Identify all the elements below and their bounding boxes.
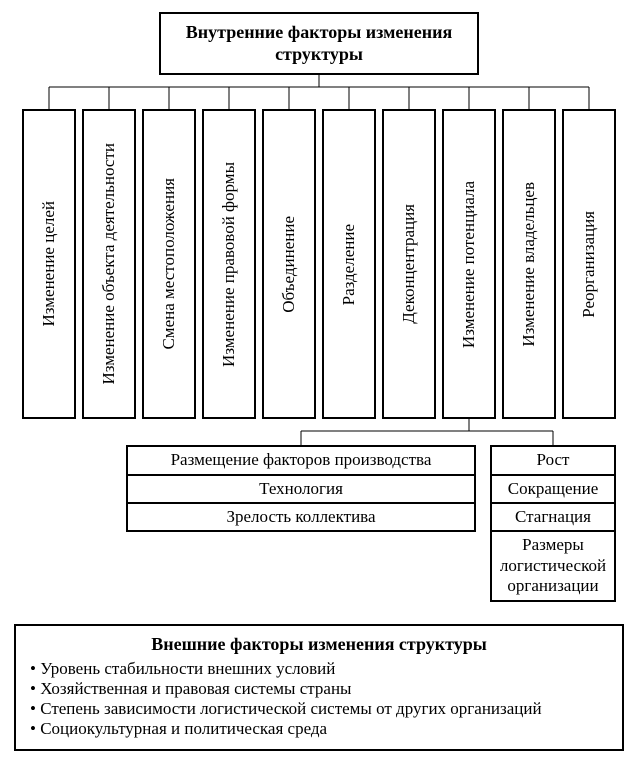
factor-label: Разделение bbox=[339, 218, 359, 311]
factor-box: Изменение правовой формы bbox=[202, 109, 256, 419]
factor-box: Смена местоположения bbox=[142, 109, 196, 419]
growth-stack: РостСокращениеСтагнацияРазмеры логистиче… bbox=[490, 445, 616, 601]
sub-row: Размещение факторов производстваТехнолог… bbox=[22, 445, 616, 601]
factor-box: Изменение владельцев bbox=[502, 109, 556, 419]
growth-cell: Рост bbox=[490, 445, 616, 475]
factor-box: Объединение bbox=[262, 109, 316, 419]
external-title: Внешние факторы изменения структуры bbox=[30, 634, 608, 655]
factor-box: Изменение объекта деятельности bbox=[82, 109, 136, 419]
external-item: Хозяйственная и правовая системы страны bbox=[30, 679, 608, 699]
factor-label: Деконцентрация bbox=[399, 198, 419, 330]
factor-box: Разделение bbox=[322, 109, 376, 419]
factor-box: Реорганизация bbox=[562, 109, 616, 419]
potential-cell: Технология bbox=[126, 476, 476, 504]
root-title: Внутренние факторы изменения структуры bbox=[159, 12, 479, 75]
factor-label: Изменение целей bbox=[39, 195, 59, 332]
external-item: Уровень стабильности внешних условий bbox=[30, 659, 608, 679]
growth-cell: Размеры логистической организации bbox=[490, 532, 616, 601]
factor-label: Реорганизация bbox=[579, 205, 599, 324]
factor-label: Смена местоположения bbox=[159, 172, 179, 356]
growth-cell: Стагнация bbox=[490, 504, 616, 532]
factor-label: Изменение правовой формы bbox=[219, 156, 239, 373]
external-item: Степень зависимости логистической систем… bbox=[30, 699, 608, 719]
growth-cell: Сокращение bbox=[490, 476, 616, 504]
connector-sub bbox=[22, 419, 616, 445]
potential-cell: Размещение факторов производства bbox=[126, 445, 476, 475]
factor-box: Изменение целей bbox=[22, 109, 76, 419]
external-item: Социокультурная и политическая среда bbox=[30, 719, 608, 739]
external-box: Внешние факторы изменения структуры Уров… bbox=[14, 624, 624, 751]
potential-stack: Размещение факторов производстваТехнолог… bbox=[126, 445, 476, 601]
potential-cell: Зрелость коллектива bbox=[126, 504, 476, 532]
external-list: Уровень стабильности внешних условийХозя… bbox=[30, 659, 608, 739]
connector-top bbox=[22, 75, 616, 109]
factor-box: Деконцентрация bbox=[382, 109, 436, 419]
factor-label: Изменение объекта деятельности bbox=[99, 137, 119, 391]
factor-box: Изменение потенциала bbox=[442, 109, 496, 419]
factor-label: Изменение владельцев bbox=[519, 176, 539, 353]
factor-columns: Изменение целей Изменение объекта деятель… bbox=[22, 109, 616, 419]
factor-label: Изменение потенциала bbox=[459, 175, 479, 354]
factor-label: Объединение bbox=[279, 210, 299, 319]
